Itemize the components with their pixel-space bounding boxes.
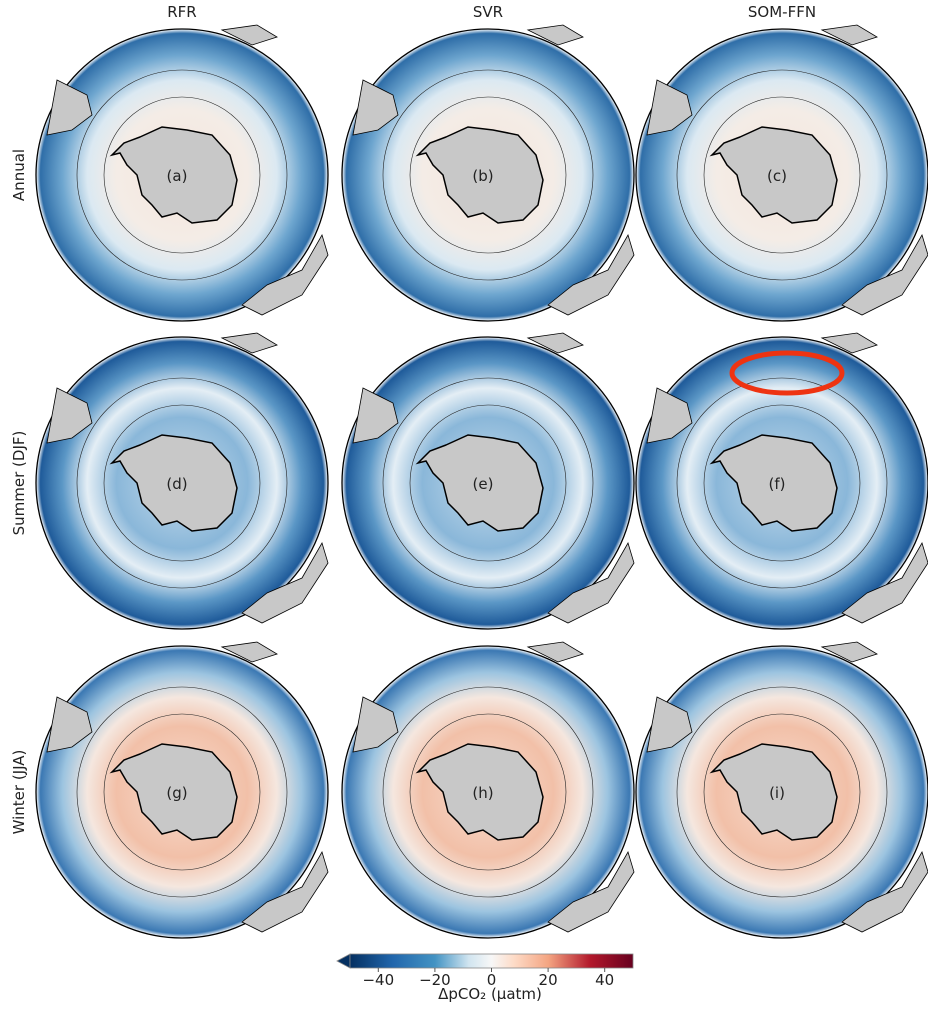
front-line [76, 686, 288, 898]
front-line [676, 69, 888, 281]
front-line [703, 713, 861, 871]
continent [352, 387, 399, 444]
front-line [382, 377, 594, 589]
front-line [382, 686, 594, 898]
continent [547, 541, 635, 624]
front-line [409, 404, 567, 562]
continent [841, 850, 928, 933]
continent [46, 387, 93, 444]
continent [220, 332, 278, 354]
front-line [103, 713, 261, 871]
colorbar-bar [349, 953, 634, 969]
continent [841, 541, 928, 624]
front-line [76, 69, 288, 281]
front-line [409, 96, 567, 254]
map-panel: (g) [35, 641, 329, 939]
map-panel: (i) [635, 641, 928, 939]
antarctica [109, 126, 238, 224]
antarctica [709, 126, 838, 224]
panel-label: (f) [769, 475, 786, 493]
continent [646, 79, 693, 136]
map-panel: (c) [635, 24, 928, 322]
continent [46, 696, 93, 753]
panel-label: (g) [166, 784, 187, 802]
colorbar-tick-label: 40 [595, 971, 614, 989]
panel-label: (a) [167, 167, 188, 185]
map-panel: (e) [341, 332, 635, 630]
antarctica [415, 743, 544, 841]
continent [241, 541, 329, 624]
colorbar-extend [336, 953, 351, 969]
colorbar-label: ΔpCO₂ (μatm) [438, 985, 542, 1003]
continent [646, 696, 693, 753]
antarctica [109, 743, 238, 841]
row-label: Summer (DJF) [10, 431, 28, 536]
front-line [103, 404, 261, 562]
front-line [703, 96, 861, 254]
continent [352, 696, 399, 753]
map-grid: RFR SVR SOM-FFN Annual Summer (DJF) Winter (J… [10, 3, 928, 939]
antarctica [415, 126, 544, 224]
front-line [703, 404, 861, 562]
panel-label: (d) [166, 475, 187, 493]
continent [820, 332, 878, 354]
continent [352, 79, 399, 136]
panel-label: (c) [767, 167, 787, 185]
front-line [103, 96, 261, 254]
front-line [76, 377, 288, 589]
column-title: RFR [167, 3, 196, 21]
continent [526, 641, 584, 663]
continent [526, 24, 584, 46]
colorbar-tick-label: 20 [539, 971, 558, 989]
front-line [676, 686, 888, 898]
map-panel: (b) [341, 24, 635, 322]
continent [547, 850, 635, 933]
panel-label: (h) [472, 784, 493, 802]
map-panel: (a) [35, 24, 329, 322]
panel-label: (b) [472, 167, 493, 185]
map-panel: (h) [341, 641, 635, 939]
antarctica [109, 434, 238, 532]
row-label: Winter (JJA) [10, 750, 28, 835]
front-line [382, 69, 594, 281]
column-title: SVR [473, 3, 503, 21]
continent [820, 24, 878, 46]
row-label: Annual [10, 149, 28, 201]
front-line [676, 377, 888, 589]
continent [820, 641, 878, 663]
continent [841, 233, 928, 316]
panel-label: (e) [473, 475, 494, 493]
map-panel: (f) [635, 332, 928, 630]
colorbar: ΔpCO₂ (μatm) −40 −20 0 20 40 [336, 953, 634, 1003]
continent [220, 24, 278, 46]
map-panel: (d) [35, 332, 329, 630]
colorbar-tick-label: 0 [487, 971, 497, 989]
antarctica [709, 743, 838, 841]
panel-label: (i) [769, 784, 785, 802]
antarctica [415, 434, 544, 532]
highlight-ellipse [729, 350, 845, 396]
continent [646, 387, 693, 444]
antarctica [709, 434, 838, 532]
continent [241, 233, 329, 316]
colorbar-tick-label: −40 [362, 971, 394, 989]
column-title: SOM-FFN [748, 3, 816, 21]
continent [46, 79, 93, 136]
front-line [409, 713, 567, 871]
colorbar-tick-label: −20 [419, 971, 451, 989]
continent [220, 641, 278, 663]
continent [241, 850, 329, 933]
continent [526, 332, 584, 354]
continent [547, 233, 635, 316]
